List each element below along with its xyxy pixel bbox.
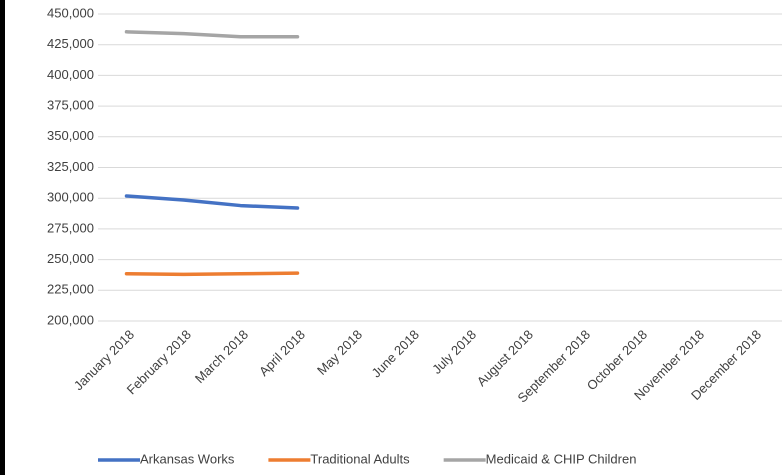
series-line <box>124 194 300 210</box>
y-tick-label: 200,000 <box>47 312 94 327</box>
y-tick-label: 300,000 <box>47 190 94 205</box>
legend-label: Traditional Adults <box>310 451 410 466</box>
y-tick-label: 350,000 <box>47 128 94 143</box>
left-border <box>0 0 5 475</box>
y-tick-label: 225,000 <box>47 282 94 297</box>
x-tick-label: April 2018 <box>256 327 308 379</box>
y-tick-label: 400,000 <box>47 67 94 82</box>
x-tick-label: August 2018 <box>474 327 536 389</box>
y-tick-label: 425,000 <box>47 36 94 51</box>
x-tick-label: May 2018 <box>314 327 365 378</box>
legend-label: Arkansas Works <box>140 451 235 466</box>
y-tick-label: 375,000 <box>47 98 94 113</box>
x-tick-label: June 2018 <box>368 327 422 381</box>
x-tick-label: March 2018 <box>192 327 251 386</box>
legend-label: Medicaid & CHIP Children <box>486 451 637 466</box>
y-tick-label: 325,000 <box>47 159 94 174</box>
series-line <box>124 271 300 277</box>
series-line <box>124 30 300 39</box>
y-tick-label: 275,000 <box>47 220 94 235</box>
y-tick-label: 250,000 <box>47 251 94 266</box>
x-tick-label: July 2018 <box>429 327 479 377</box>
y-tick-label: 450,000 <box>47 5 94 20</box>
